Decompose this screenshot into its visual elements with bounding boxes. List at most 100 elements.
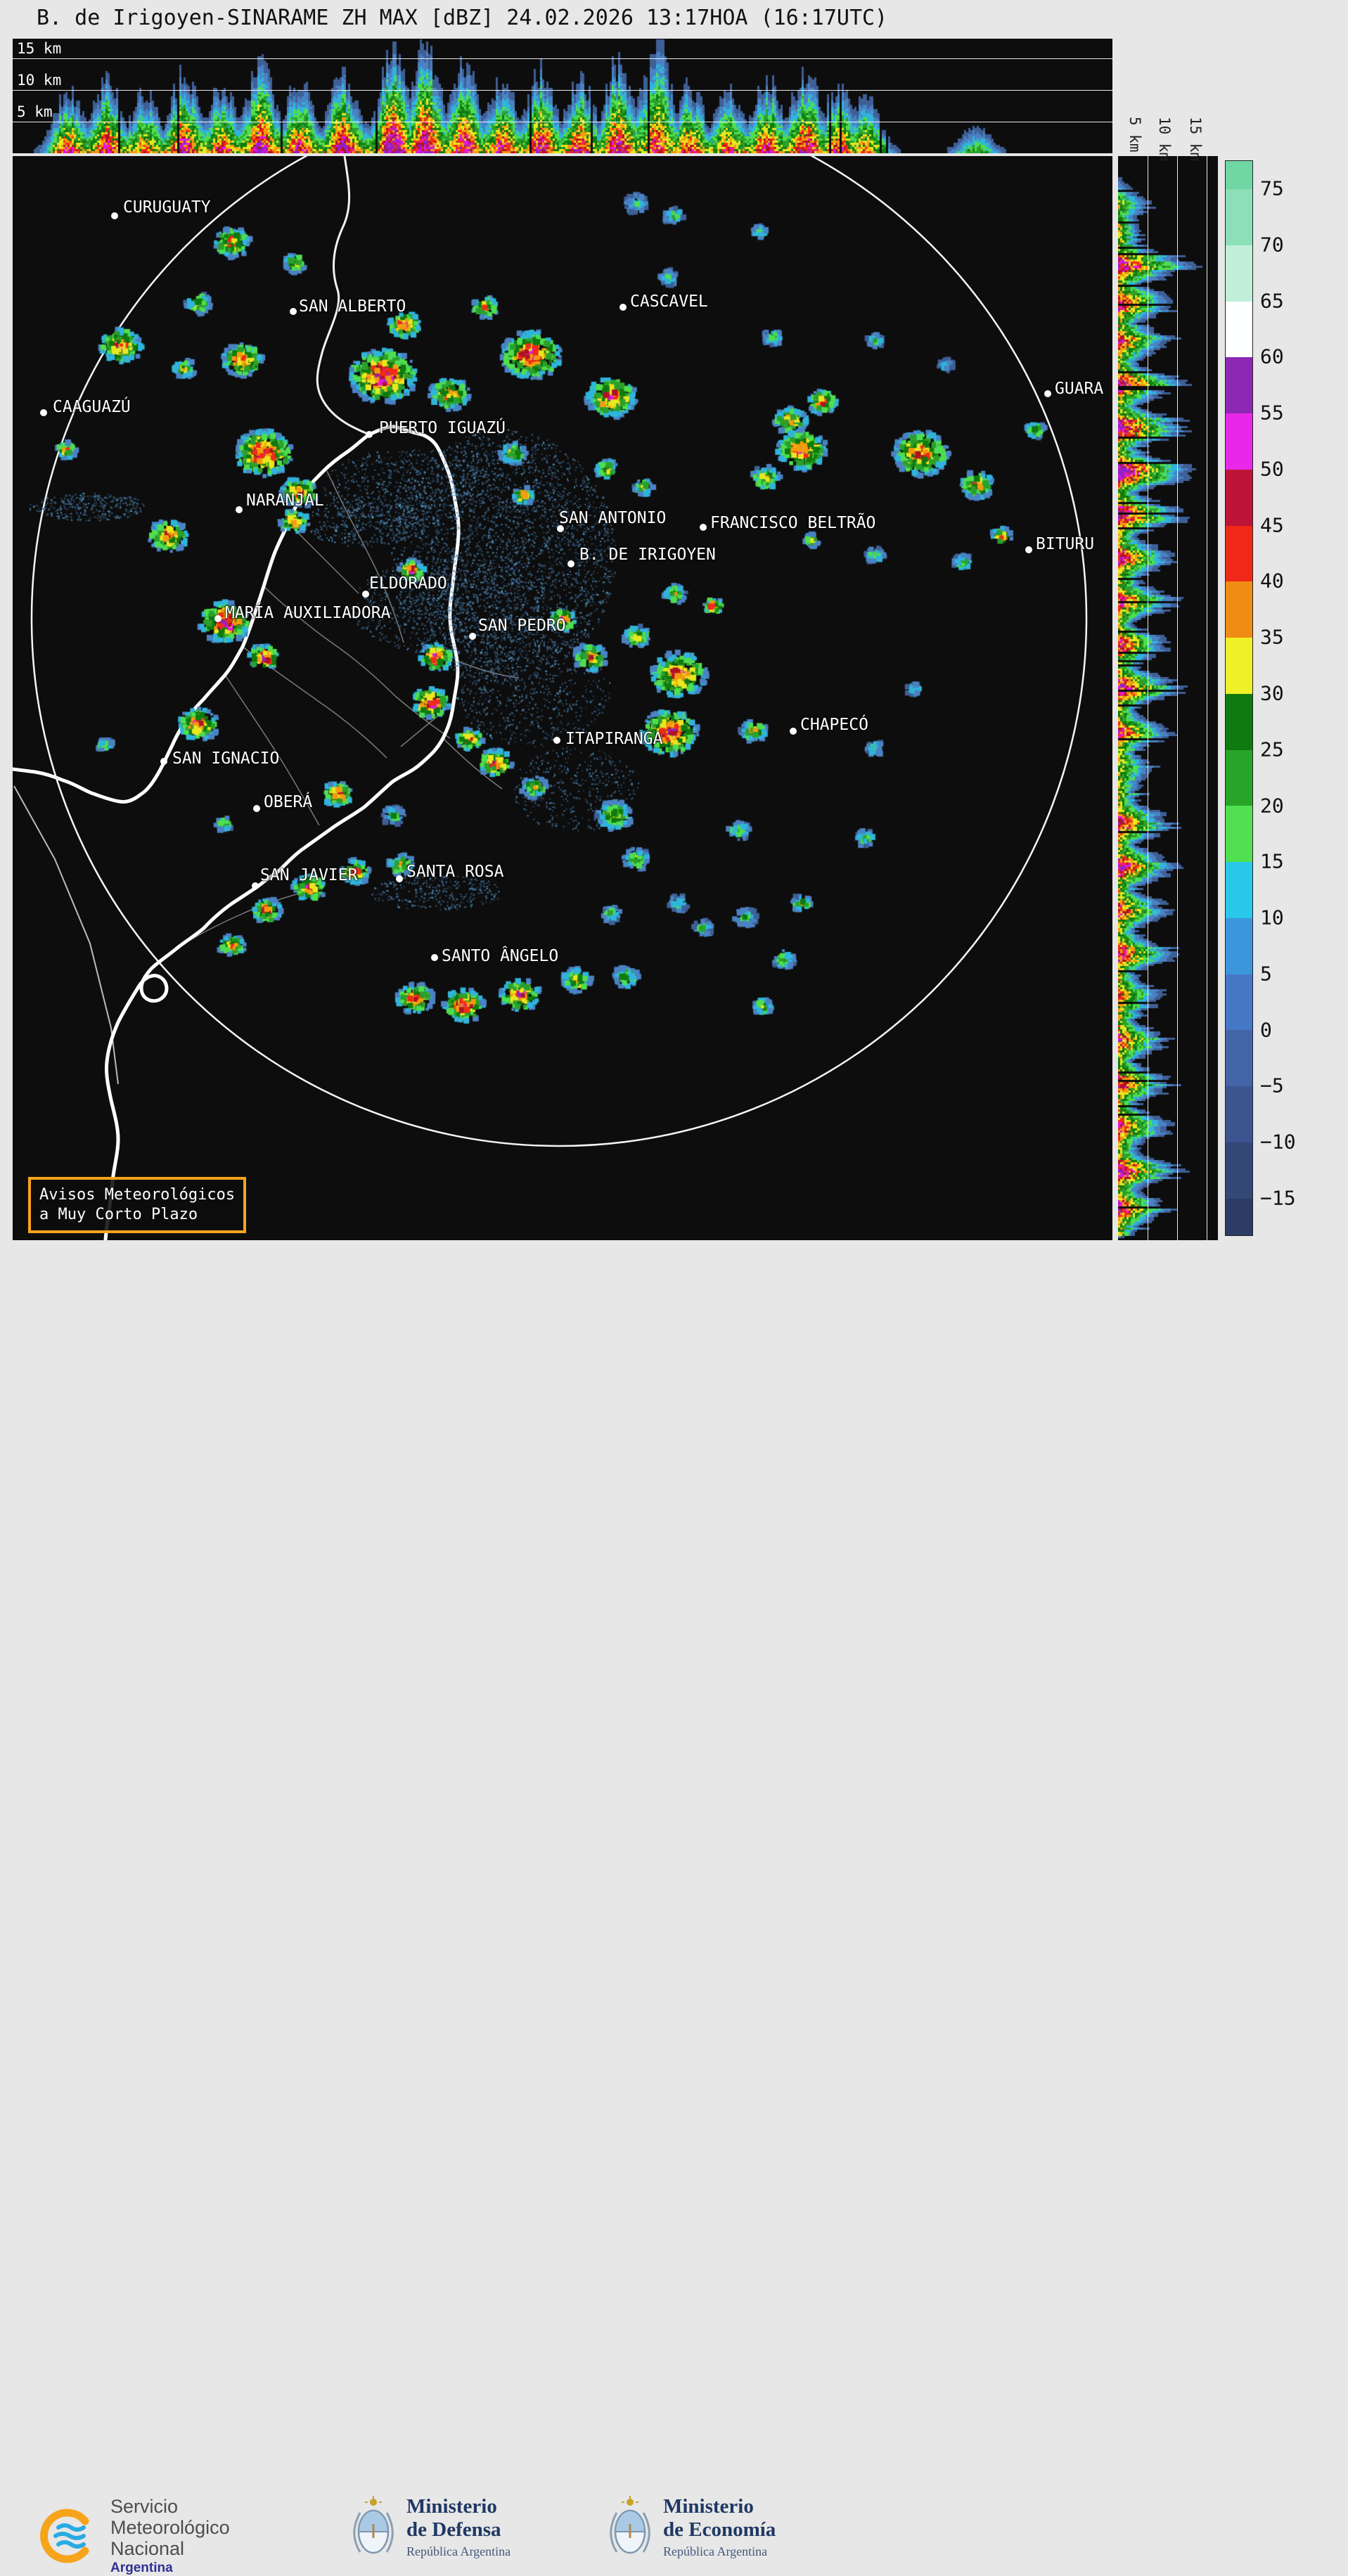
colorbar-tick: 65 [1260,289,1284,313]
colorbar-segment [1226,749,1252,806]
top-cross-section-canvas [13,39,1112,153]
economia-coat-of-arms-icon [610,2496,650,2554]
colorbar-tick: −15 [1260,1186,1296,1210]
city-marker-curuguaty [111,212,118,219]
colorbar [1225,160,1253,1236]
city-label-san-pedro: SAN PEDRO [478,617,566,635]
city-label-san-javier: SAN JAVIER [260,866,358,884]
city-label-curuguaty: CURUGUATY [123,198,211,217]
altitude-gridline-10km-vert [1177,156,1178,1240]
city-marker-guara [1044,390,1051,397]
colorbar-segment [1226,1142,1252,1199]
colorbar-tick: 55 [1260,401,1284,425]
altitude-label-15km: 15 km [17,40,62,57]
right-altitude-label-5km: 5 km [1126,117,1143,153]
page-title: B. de Irigoyen-SINARAME ZH MAX [dBZ] 24.… [37,6,888,30]
city-marker-san-pedro [469,633,476,640]
city-marker-bituru [1025,546,1032,553]
altitude-label-5km: 5 km [17,103,53,120]
colorbar-segment [1226,581,1252,638]
city-label-san-ignacio: SAN IGNACIO [172,749,280,768]
colorbar-segment [1226,917,1252,974]
smn-name-line-2: Meteorológico [110,2517,230,2538]
economia-ministry-line-1: Ministerio [663,2494,754,2518]
city-marker-santa-rosa [396,875,403,882]
city-marker-mar-a-auxiliadora [214,615,222,622]
right-cross-section-panel [1118,156,1218,1240]
colorbar-tick: 70 [1260,233,1284,257]
smn-logo-block: Servicio Meteorológico Nacional Argentin… [39,2496,230,2576]
city-marker-puerto-iguaz- [366,431,373,438]
top-cross-section-panel: 15 km 10 km 5 km [13,39,1112,153]
colorbar-segment [1226,862,1252,918]
smn-name-line-1: Servicio [110,2496,179,2517]
altitude-gridline-15km [13,58,1112,59]
colorbar-segment [1226,245,1252,302]
colorbar-tick: 0 [1260,1018,1272,1042]
colorbar-tick: 25 [1260,738,1284,761]
colorbar-segment [1226,1030,1252,1087]
altitude-gridline-10km [13,90,1112,91]
colorbar-segment [1226,1086,1252,1143]
radar-echo-canvas [13,156,1112,1240]
city-marker-san-ignacio [160,758,167,765]
city-label-cascavel: CASCAVEL [630,292,708,311]
economia-country: República Argentina [663,2544,768,2558]
colorbar-segment [1226,161,1252,189]
city-label-eldorado: ELDORADO [369,574,447,593]
colorbar-tick: 40 [1260,569,1284,593]
warning-box: Avisos Meteorológicos a Muy Corto Plazo [28,1177,247,1233]
city-marker-chapec- [790,728,797,735]
economia-ministry-line-2: de Economía [663,2518,776,2541]
radar-map-panel: CURUGUATY SAN ALBERTO CASCAVEL CAAGUAZÚ PUER… [13,156,1112,1240]
city-label-b-de-irigoyen: B. DE IRIGOYEN [579,546,716,564]
colorbar-segment [1226,1198,1252,1235]
colorbar-segment [1226,525,1252,582]
colorbar-tick: 20 [1260,794,1284,818]
colorbar-segment [1226,693,1252,750]
city-label-francisco-beltr-o: FRANCISCO BELTRÃO [710,514,876,532]
city-label-santa-rosa: SANTA ROSA [406,863,504,881]
city-marker-san-antonio [557,525,564,532]
city-marker-san-javier [252,882,259,889]
colorbar-segment [1226,413,1252,470]
right-cross-section-canvas [1118,156,1218,1240]
right-altitude-label-15km: 15 km [1187,117,1204,162]
colorbar-segment [1226,638,1252,694]
defensa-ministry-line-2: de Defensa [406,2518,501,2541]
colorbar-tick: 30 [1260,681,1284,705]
city-marker-b-de-irigoyen [567,560,574,567]
footer: Servicio Meteorológico Nacional Argentin… [0,1240,1348,2575]
defensa-coat-of-arms-icon [353,2496,394,2554]
city-marker-san-alberto [290,308,297,315]
right-altitude-label-10km: 10 km [1156,117,1173,162]
city-marker-francisco-beltr-o [700,524,707,531]
city-label-san-alberto: SAN ALBERTO [299,297,406,316]
city-marker-itapiranga [553,737,560,744]
colorbar-segment [1226,189,1252,245]
colorbar-tick: −5 [1260,1074,1284,1097]
city-label-chapec-: CHAPECÓ [800,716,868,734]
colorbar-tick: 45 [1260,513,1284,537]
city-label-mar-a-auxiliadora: MARÍA AUXILIADORA [225,604,391,622]
city-label-san-antonio: SAN ANTONIO [559,509,667,527]
city-label-caaguaz-: CAAGUAZÚ [53,398,131,416]
colorbar-segment [1226,301,1252,358]
smn-country: Argentina [110,2561,173,2575]
smn-name-line-3: Nacional [110,2538,185,2559]
colorbar-tick: 15 [1260,849,1284,873]
city-label-santo-ngelo: SANTO ÂNGELO [442,947,559,965]
city-marker-naranjal [236,506,243,513]
colorbar-segment [1226,806,1252,863]
altitude-label-10km: 10 km [17,72,62,89]
defensa-ministry-line-1: Ministerio [406,2494,497,2518]
city-marker-eldorado [362,591,369,598]
colorbar-tick: 10 [1260,906,1284,929]
defensa-logo-block: Ministerio de Defensa República Argentin… [352,2494,511,2559]
city-marker-santo-ngelo [431,954,438,961]
smn-logo [40,2509,89,2563]
city-label-itapiranga: ITAPIRANGA [565,730,663,748]
colorbar-segment [1226,357,1252,414]
warning-line-1: Avisos Meteorológicos [39,1186,236,1204]
colorbar-tick: 35 [1260,625,1284,649]
